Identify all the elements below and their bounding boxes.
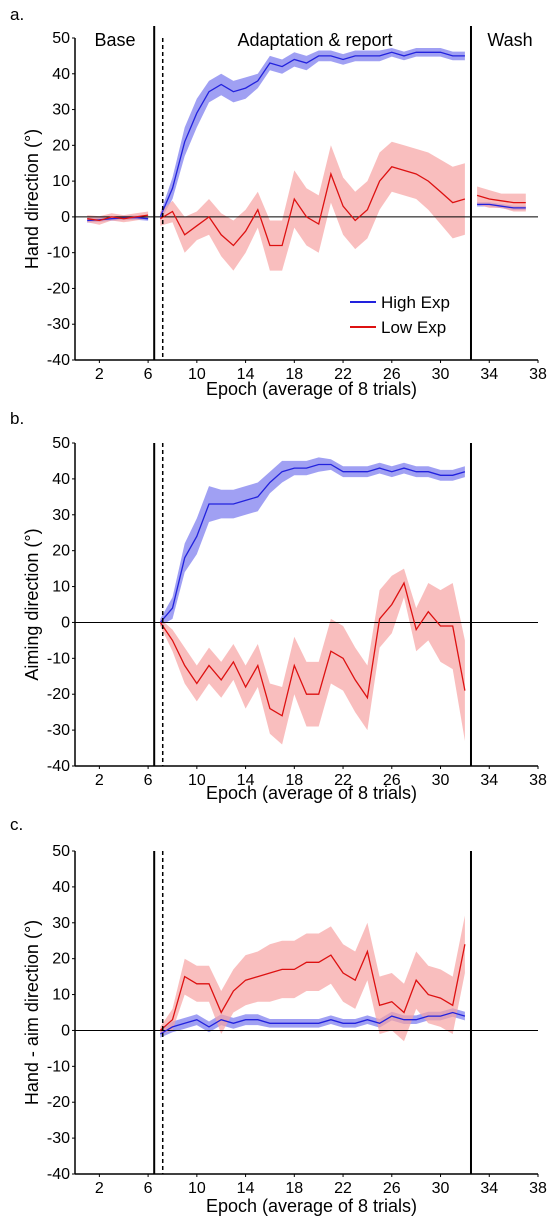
- y-tick-label: -10: [47, 245, 70, 262]
- series-line-high-exp: [159, 51, 465, 218]
- series-line-low-exp: [476, 194, 526, 204]
- error-band-low-exp: [160, 915, 465, 1042]
- x-tick-label: 22: [334, 1180, 352, 1197]
- y-tick-label: -30: [47, 722, 70, 739]
- y-tick-label: 30: [52, 507, 70, 524]
- y-tick-label: -10: [47, 650, 70, 667]
- y-tick-label: 20: [52, 951, 70, 968]
- y-tick-label: -40: [47, 1166, 70, 1183]
- y-tick-label: 30: [52, 102, 70, 119]
- legend-entry: Low Exp: [381, 318, 446, 337]
- x-tick-label: 6: [144, 772, 153, 789]
- region-label: Base: [94, 30, 135, 50]
- x-tick-label: 14: [237, 772, 255, 789]
- x-axis-label: Epoch (average of 8 trials): [206, 783, 417, 803]
- x-tick-label: 22: [334, 772, 352, 789]
- y-tick-label: 40: [52, 879, 70, 896]
- x-tick-label: 26: [383, 1180, 401, 1197]
- series-line-high-exp: [159, 463, 466, 623]
- panel-label: a.: [10, 5, 24, 24]
- panel-label: c.: [10, 815, 23, 834]
- x-tick-label: 30: [432, 1180, 450, 1197]
- x-tick-label: 10: [188, 772, 206, 789]
- y-tick-label: -20: [47, 1094, 70, 1111]
- series-line-high-exp: [159, 1011, 466, 1035]
- y-tick-label: 20: [52, 137, 70, 154]
- x-tick-label: 30: [432, 772, 450, 789]
- y-tick-label: -40: [47, 352, 70, 369]
- y-tick-label: 20: [52, 543, 70, 560]
- y-tick-label: 40: [52, 471, 70, 488]
- x-tick-label: 26: [383, 772, 401, 789]
- x-tick-label: 26: [383, 366, 401, 383]
- x-tick-label: 38: [529, 366, 547, 383]
- x-tick-label: 22: [334, 366, 352, 383]
- x-tick-label: 2: [95, 366, 104, 383]
- x-tick-label: 2: [95, 1180, 104, 1197]
- y-axis-label: Hand direction (°): [22, 129, 42, 269]
- y-tick-label: 10: [52, 173, 70, 190]
- y-tick-label: 50: [52, 30, 70, 47]
- x-tick-label: 14: [237, 366, 255, 383]
- series-line-low-exp: [159, 944, 466, 1031]
- x-axis-label: Epoch (average of 8 trials): [206, 1196, 417, 1216]
- x-tick-label: 34: [480, 772, 498, 789]
- y-tick-label: -30: [47, 316, 70, 333]
- y-tick-label: 0: [61, 1022, 70, 1039]
- region-label: Wash: [487, 30, 532, 50]
- y-tick-label: -10: [47, 1058, 70, 1075]
- y-tick-label: -40: [47, 758, 70, 775]
- y-tick-label: -30: [47, 1130, 70, 1147]
- series-line-low-exp: [159, 166, 466, 247]
- y-tick-label: -20: [47, 280, 70, 297]
- x-tick-label: 34: [480, 1180, 498, 1197]
- y-tick-label: 10: [52, 579, 70, 596]
- y-tick-label: 10: [52, 987, 70, 1004]
- x-tick-label: 18: [285, 772, 303, 789]
- y-axis-label: Aiming direction (°): [22, 528, 42, 680]
- x-tick-label: 6: [144, 366, 153, 383]
- y-tick-label: 40: [52, 66, 70, 83]
- x-tick-label: 34: [480, 366, 498, 383]
- y-axis-label: Hand - aim direction (°): [22, 920, 42, 1105]
- error-band-low-exp: [160, 568, 465, 745]
- y-tick-label: 50: [52, 843, 70, 860]
- panel-label: b.: [10, 409, 24, 428]
- x-tick-label: 18: [285, 366, 303, 383]
- legend-entry: High Exp: [381, 293, 450, 312]
- error-band-low-exp: [477, 186, 526, 212]
- x-tick-label: 18: [285, 1180, 303, 1197]
- y-tick-label: 0: [61, 209, 70, 226]
- region-label: Adaptation & report: [237, 30, 392, 50]
- x-tick-label: 10: [188, 366, 206, 383]
- x-tick-label: 14: [237, 1180, 255, 1197]
- x-tick-label: 6: [144, 1180, 153, 1197]
- y-tick-label: 50: [52, 435, 70, 452]
- x-tick-label: 38: [529, 1180, 547, 1197]
- error-band-low-exp: [160, 141, 465, 271]
- x-tick-label: 10: [188, 1180, 206, 1197]
- series-line-low-exp: [159, 581, 466, 717]
- series-line-low-exp: [87, 214, 149, 222]
- x-tick-label: 38: [529, 772, 547, 789]
- x-tick-label: 2: [95, 772, 104, 789]
- y-tick-label: -20: [47, 686, 70, 703]
- y-tick-label: 30: [52, 915, 70, 932]
- series-line-high-exp: [477, 203, 526, 209]
- error-band-high-exp: [160, 457, 465, 626]
- x-axis-label: Epoch (average of 8 trials): [206, 379, 417, 399]
- x-tick-label: 30: [432, 366, 450, 383]
- y-tick-label: 0: [61, 614, 70, 631]
